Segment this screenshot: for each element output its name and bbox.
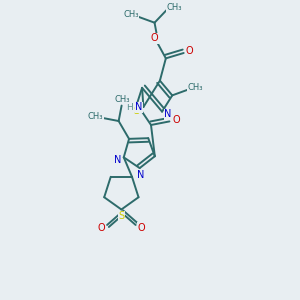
Text: S: S [118, 211, 124, 221]
Text: S: S [133, 106, 139, 116]
Text: CH₃: CH₃ [115, 94, 130, 103]
Text: N: N [135, 102, 142, 112]
Text: N: N [113, 155, 121, 165]
Text: N: N [164, 109, 172, 119]
Text: O: O [98, 223, 106, 233]
Text: H: H [126, 103, 133, 112]
Text: CH₃: CH₃ [188, 83, 203, 92]
Text: O: O [137, 223, 145, 233]
Text: O: O [151, 33, 158, 43]
Text: CH₃: CH₃ [88, 112, 103, 121]
Text: O: O [172, 115, 180, 125]
Text: CH₃: CH₃ [123, 10, 139, 19]
Text: N: N [137, 169, 144, 180]
Text: O: O [186, 46, 194, 56]
Text: CH₃: CH₃ [166, 3, 182, 12]
